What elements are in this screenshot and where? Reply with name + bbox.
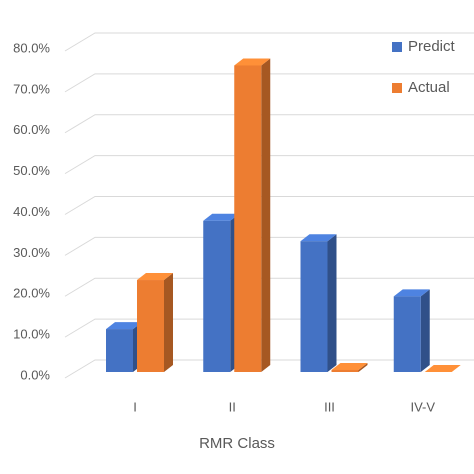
bar [331, 369, 359, 372]
y-tick-label: 60.0% [13, 122, 50, 137]
x-tick-label: II [229, 399, 236, 414]
y-tick-label: 10.0% [13, 327, 50, 342]
bar [203, 220, 231, 372]
x-tick-label: I [133, 399, 137, 414]
legend-swatch [392, 83, 402, 93]
bar-top [300, 234, 337, 242]
bar-side [164, 273, 173, 372]
bar [393, 296, 421, 372]
y-tick-label: 20.0% [13, 286, 50, 301]
grid-line [64, 196, 474, 215]
bar-top [234, 58, 271, 66]
y-tick-label: 50.0% [13, 163, 50, 178]
x-tick-label: IV-V [410, 399, 435, 414]
bar-side [420, 289, 430, 372]
x-tick-label: III [324, 399, 335, 414]
bar-top [106, 322, 142, 330]
grid-line [64, 236, 474, 256]
grid-line [64, 32, 474, 52]
bar-side [358, 362, 368, 372]
bar [234, 65, 262, 372]
bar-top [137, 273, 173, 281]
bar [300, 241, 328, 372]
bar [137, 280, 164, 372]
bar-top [424, 365, 461, 372]
bar-top [393, 289, 430, 297]
grid-line [64, 318, 474, 338]
grid-line [64, 277, 474, 297]
grid-line [64, 155, 474, 175]
bar [106, 329, 133, 372]
grid-line [64, 73, 474, 93]
bar-top [203, 213, 240, 221]
y-tick-label: 70.0% [13, 81, 50, 96]
legend-label: Actual [408, 79, 450, 96]
bar-side [261, 58, 271, 372]
bar-top [331, 362, 368, 370]
y-tick-label: 80.0% [13, 40, 50, 55]
legend-label: Predict [408, 38, 456, 55]
y-tick-label: 40.0% [13, 204, 50, 219]
y-tick-label: 0.0% [20, 367, 50, 382]
x-axis-title: RMR Class [199, 435, 275, 452]
legend-swatch [392, 42, 402, 52]
bar-side [327, 234, 337, 372]
grid-line [64, 114, 474, 134]
grid-line [64, 359, 474, 379]
y-tick-label: 30.0% [13, 245, 50, 260]
